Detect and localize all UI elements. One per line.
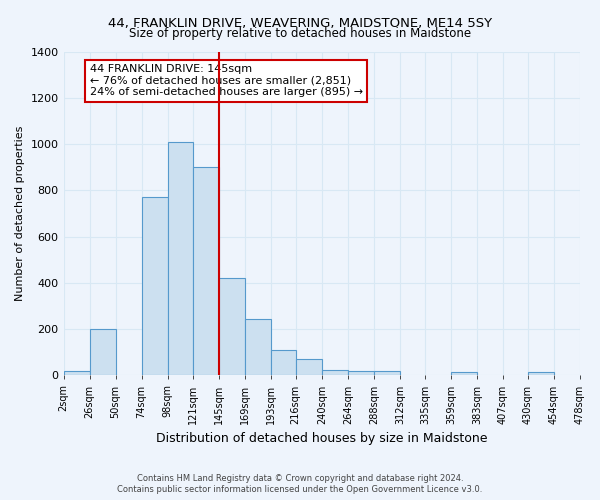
Y-axis label: Number of detached properties: Number of detached properties <box>15 126 25 301</box>
Bar <box>296 359 322 376</box>
Bar <box>451 372 477 376</box>
Text: Contains HM Land Registry data © Crown copyright and database right 2024.
Contai: Contains HM Land Registry data © Crown c… <box>118 474 482 494</box>
X-axis label: Distribution of detached houses by size in Maidstone: Distribution of detached houses by size … <box>156 432 488 445</box>
Bar <box>193 167 218 376</box>
Text: 44 FRANKLIN DRIVE: 145sqm
← 76% of detached houses are smaller (2,851)
24% of se: 44 FRANKLIN DRIVE: 145sqm ← 76% of detac… <box>89 64 363 98</box>
Bar <box>374 371 400 376</box>
Bar <box>89 329 116 376</box>
Bar <box>348 371 374 376</box>
Bar <box>64 371 89 376</box>
Text: Size of property relative to detached houses in Maidstone: Size of property relative to detached ho… <box>129 28 471 40</box>
Bar <box>218 278 245 376</box>
Bar <box>245 318 271 376</box>
Bar <box>322 370 348 376</box>
Text: 44, FRANKLIN DRIVE, WEAVERING, MAIDSTONE, ME14 5SY: 44, FRANKLIN DRIVE, WEAVERING, MAIDSTONE… <box>108 18 492 30</box>
Bar <box>168 142 193 376</box>
Bar <box>528 372 554 376</box>
Bar <box>271 350 296 376</box>
Bar <box>142 198 168 376</box>
